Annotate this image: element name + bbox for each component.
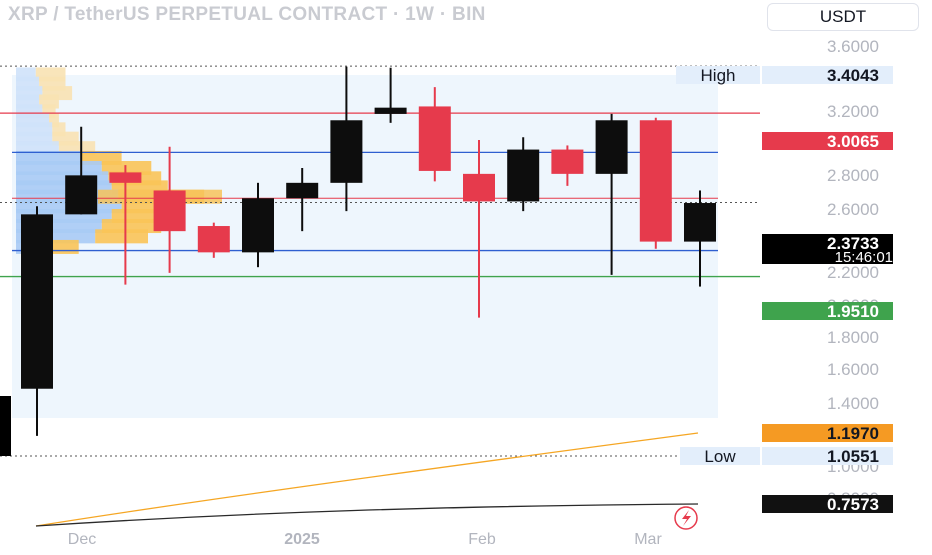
candle-body <box>21 214 53 389</box>
quote-currency-button[interactable]: USDT <box>767 3 919 31</box>
volume-profile-down-bar <box>52 239 79 254</box>
time-axis-label: Dec <box>68 531 96 548</box>
lightning-icon-bolt <box>682 510 691 526</box>
price-axis-tick: 2.2000 <box>827 263 879 282</box>
candle-body <box>153 190 186 232</box>
last-price-label: 2.3733 <box>827 234 879 253</box>
low-tag-bg <box>680 447 760 465</box>
ma-fast-price-label: 1.1970 <box>827 424 879 443</box>
volume-profile-down-bar <box>95 229 148 244</box>
price-axis-tick: 2.6000 <box>827 200 879 219</box>
resistance-price-label: 3.0065 <box>827 132 879 151</box>
low-price-label-bg <box>762 447 893 465</box>
candle-body <box>595 120 628 174</box>
high-price-label-bg <box>762 66 893 84</box>
candle-body <box>242 198 274 253</box>
candle-body <box>330 120 363 183</box>
price-axis-tick: 3.2000 <box>827 102 879 121</box>
price-axis-tick: 1.8000 <box>827 328 879 347</box>
ma-slow-price-label: 0.7573 <box>827 495 879 514</box>
price-axis-tick: 2.8000 <box>827 166 879 185</box>
lightning-icon <box>674 506 698 530</box>
ma-fast-line <box>35 432 699 527</box>
symbol-title[interactable]: XRP / TetherUS PERPETUAL CONTRACT · 1W ·… <box>8 4 486 25</box>
candle-body <box>507 149 540 202</box>
volume-profile-down-bar <box>49 113 59 128</box>
candle-body <box>109 172 142 183</box>
candle-body <box>286 182 319 199</box>
time-axis-label: Mar <box>634 531 662 548</box>
candle-body <box>197 226 230 253</box>
left-edge-bar <box>0 396 11 456</box>
high-tag-label: High <box>701 66 736 85</box>
time-axis-label: Feb <box>468 531 496 548</box>
ma-fast-price-label-bg <box>762 424 893 442</box>
price-axis-tick: 3.6000 <box>827 37 879 56</box>
support-price-label-bg <box>762 302 893 320</box>
low-tag-label: Low <box>704 447 736 466</box>
resistance-price-label-bg <box>762 132 893 150</box>
candle-body <box>639 120 672 242</box>
ma-slow-line <box>35 503 699 527</box>
price-axis-tick: 1.6000 <box>827 360 879 379</box>
candle-body <box>551 149 584 174</box>
last-price-bg <box>762 234 893 264</box>
candle-body <box>418 106 451 171</box>
candle-body <box>684 203 716 242</box>
ma-slow-price-label-bg <box>762 495 893 513</box>
lightning-icon-ring <box>674 506 698 530</box>
time-axis-label: 2025 <box>284 531 320 548</box>
low-price-label: 1.0551 <box>827 447 879 466</box>
price-axis-tick: 1.4000 <box>827 394 879 413</box>
support-price-label: 1.9510 <box>827 302 879 321</box>
high-tag-bg <box>676 66 760 84</box>
candle-body <box>65 175 98 215</box>
bar-countdown: 15:46:01 <box>835 249 893 266</box>
candle-body <box>374 107 407 114</box>
candle-body <box>463 173 495 202</box>
high-price-label: 3.4043 <box>827 66 879 85</box>
